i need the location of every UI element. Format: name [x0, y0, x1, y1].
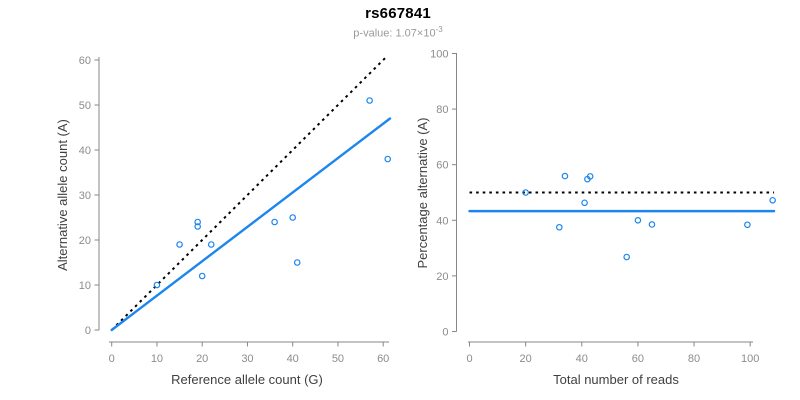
scatter-point — [623, 253, 630, 261]
scatter-point — [271, 218, 278, 226]
scatter-point — [648, 221, 656, 228]
scatter-point — [153, 281, 161, 289]
scatter-point — [194, 223, 201, 230]
scatter-point — [198, 272, 206, 280]
plot-title: rs667841 — [365, 5, 431, 22]
y-tick-label: 60 — [436, 160, 448, 172]
scatter-point — [293, 259, 301, 266]
percentage-reads-scatter-y-axis-title: Percentage alternative (A) — [415, 117, 430, 268]
y-tick-label: 40 — [436, 215, 448, 227]
scatter-point — [634, 217, 642, 224]
y-tick-label: 0 — [85, 325, 91, 337]
x-tick-label: 60 — [377, 353, 389, 365]
y-tick-label: 50 — [79, 100, 91, 112]
y-tick-label: 0 — [442, 327, 448, 339]
y-tick-label: 60 — [79, 55, 91, 67]
identity-line — [110, 56, 388, 331]
y-tick-label: 30 — [79, 190, 91, 202]
y-tick-label: 80 — [436, 104, 448, 116]
scatter-point — [522, 189, 529, 196]
p-value-exponent: -3 — [435, 25, 443, 34]
scatter-point — [176, 241, 183, 248]
x-tick-label: 0 — [466, 353, 472, 365]
y-tick-label: 20 — [436, 271, 448, 283]
scatter-point — [769, 196, 776, 204]
percentage-reads-scatter-x-axis-title: Total number of reads — [553, 372, 679, 387]
x-tick-label: 10 — [151, 353, 163, 365]
y-tick-label: 10 — [79, 280, 91, 292]
allele-count-scatter-y-axis-title: Alternative allele count (A) — [55, 119, 70, 271]
p-value-label: p-value: 1.07×10 — [353, 27, 436, 40]
x-tick-label: 20 — [520, 353, 532, 365]
scatter-point — [384, 155, 392, 163]
x-tick-label: 60 — [632, 353, 644, 365]
y-tick-label: 100 — [430, 49, 448, 61]
scatter-point — [581, 199, 588, 207]
figure-header: rs667841 p-value: 1.07×10-3 — [0, 5, 796, 40]
x-tick-label: 80 — [688, 353, 700, 365]
scatter-point — [586, 173, 594, 180]
x-tick-label: 40 — [287, 353, 299, 365]
y-tick-label: 40 — [79, 145, 91, 157]
scatter-point — [556, 223, 563, 231]
x-tick-label: 100 — [741, 353, 759, 365]
x-tick-label: 40 — [576, 353, 588, 365]
fit-line — [110, 117, 392, 332]
scatter-point — [366, 97, 373, 104]
scatter-point — [561, 172, 569, 180]
x-tick-label: 50 — [332, 353, 344, 365]
x-tick-label: 20 — [196, 353, 208, 365]
scatter-point — [744, 221, 751, 229]
scatter-point — [194, 218, 201, 226]
y-tick-label: 20 — [79, 235, 91, 247]
allele-count-scatter-x-axis-title: Reference allele count (G) — [171, 372, 323, 387]
scatter-point — [289, 214, 297, 221]
x-tick-label: 30 — [241, 353, 253, 365]
plot-subtitle: p-value: 1.07×10-3 — [0, 25, 796, 40]
x-tick-label: 0 — [109, 353, 115, 365]
scatter-point — [207, 241, 215, 248]
